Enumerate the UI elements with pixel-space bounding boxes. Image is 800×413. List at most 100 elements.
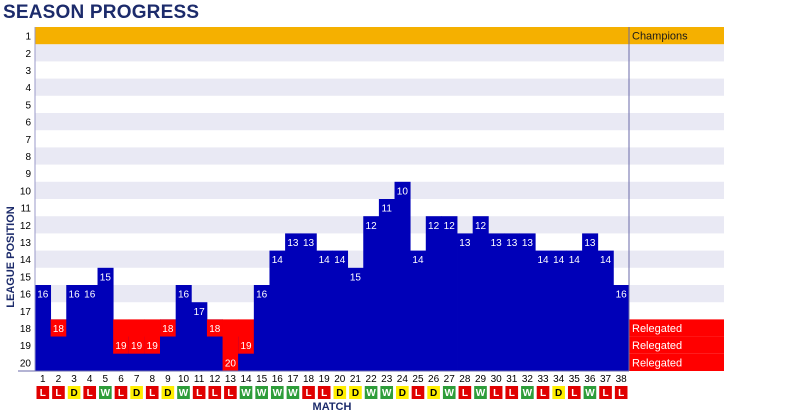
- bar-label: 14: [553, 255, 565, 266]
- x-tick-34: 34: [553, 374, 565, 385]
- relegated-cell: [50, 319, 67, 337]
- bar-label: 13: [506, 238, 518, 249]
- result-cell-37: [599, 386, 612, 399]
- bar-match-23: [378, 199, 395, 371]
- x-tick-22: 22: [366, 374, 378, 385]
- y-tick-7: 7: [25, 135, 31, 146]
- bar-label: 14: [537, 255, 549, 266]
- x-tick-36: 36: [584, 374, 596, 385]
- plot-frame: [18, 27, 630, 372]
- y-tick-16: 16: [20, 290, 32, 301]
- relegated-cell: [160, 319, 177, 337]
- y-tick-20: 20: [20, 358, 32, 369]
- relegated-band: [629, 353, 724, 371]
- result-cell-8: [145, 386, 159, 399]
- x-tick-21: 21: [350, 374, 362, 385]
- bar-match-31: [503, 233, 520, 371]
- y-tick-15: 15: [20, 272, 32, 283]
- bar-match-16: [269, 250, 286, 371]
- result-cell-23: [380, 386, 394, 399]
- bar-label: 14: [600, 255, 612, 266]
- bar-label: 19: [115, 341, 127, 352]
- result-label: W: [257, 388, 267, 399]
- bar-match-36: [582, 233, 599, 371]
- bar-label: 13: [303, 238, 315, 249]
- result-cell-17: [286, 386, 300, 399]
- chart-title: SEASON PROGRESS: [3, 2, 200, 23]
- bar-match-18: [300, 233, 317, 371]
- result-cell-32: [521, 386, 534, 399]
- x-tick-26: 26: [428, 374, 440, 385]
- result-label: L: [118, 388, 124, 399]
- result-label: L: [40, 388, 46, 399]
- row-stripe: [35, 147, 724, 165]
- result-cell-38: [614, 386, 628, 399]
- y-tick-19: 19: [20, 341, 32, 352]
- result-cell-34: [552, 386, 565, 399]
- bar-label: 13: [584, 238, 596, 249]
- result-label: W: [101, 388, 111, 399]
- bar-match-4: [81, 285, 98, 371]
- result-cell-3: [67, 386, 81, 399]
- zone-label-relegated: Relegated: [632, 323, 682, 335]
- bar-lower: [128, 353, 145, 371]
- bar-label: 12: [366, 221, 378, 232]
- bar-label: 14: [319, 255, 331, 266]
- result-cell-28: [458, 386, 472, 399]
- x-tick-9: 9: [165, 374, 171, 385]
- zone-label-champions: Champions: [632, 31, 688, 43]
- result-label: D: [399, 388, 406, 399]
- result-label: D: [555, 388, 562, 399]
- bar-match-38: [613, 285, 630, 371]
- result-label: W: [382, 388, 392, 399]
- result-label: W: [288, 388, 298, 399]
- bar-lower: [113, 353, 130, 371]
- x-tick-11: 11: [194, 374, 205, 385]
- x-tick-30: 30: [491, 374, 503, 385]
- y-tick-17: 17: [20, 307, 32, 318]
- x-tick-28: 28: [459, 374, 471, 385]
- x-tick-33: 33: [537, 374, 549, 385]
- x-tick-38: 38: [616, 374, 628, 385]
- x-tick-labels: 1 2 3 4 5 6 7 8 9 10 11 12 13 14 15 16 17 18 19 20 21 22 23 24 2…: [40, 374, 627, 385]
- result-label: L: [493, 388, 499, 399]
- y-tick-6: 6: [25, 118, 31, 129]
- y-tick-5: 5: [25, 100, 31, 111]
- result-cell-4: [83, 386, 97, 399]
- result-label: L: [618, 388, 624, 399]
- row-stripe: [35, 181, 724, 199]
- bar-match-26: [425, 216, 442, 371]
- x-tick-37: 37: [600, 374, 612, 385]
- result-cell-14: [239, 386, 253, 399]
- y-tick-11: 11: [21, 204, 32, 215]
- bar-match-19: [316, 250, 333, 371]
- result-label: W: [366, 388, 376, 399]
- result-cell-7: [130, 386, 143, 399]
- relegated-band: [629, 319, 724, 337]
- result-cell-6: [114, 386, 128, 399]
- bar-label: 14: [272, 255, 284, 266]
- relegated-cell: [238, 319, 255, 354]
- x-tick-3: 3: [71, 374, 77, 385]
- x-tick-13: 13: [225, 374, 237, 385]
- x-tick-15: 15: [256, 374, 268, 385]
- y-tick-1: 1: [25, 32, 31, 43]
- x-tick-7: 7: [134, 374, 140, 385]
- y-axis-label: LEAGUE POSITION: [5, 206, 17, 308]
- result-cell-13: [224, 386, 237, 399]
- result-cell-10: [177, 386, 190, 399]
- relegated-cell: [206, 319, 223, 337]
- result-cell-33: [536, 386, 550, 399]
- bar-label: 16: [256, 290, 268, 301]
- result-cell-20: [333, 386, 347, 399]
- x-tick-1: 1: [40, 374, 46, 385]
- result-label: L: [196, 388, 202, 399]
- result-cell-27: [442, 386, 456, 399]
- bar-label: 16: [616, 290, 628, 301]
- zone-label-relegated: Relegated: [632, 340, 682, 352]
- zone-labels: Champions Relegated Relegated Relegated: [632, 31, 688, 370]
- result-cell-26: [427, 386, 440, 399]
- x-tick-10: 10: [178, 374, 190, 385]
